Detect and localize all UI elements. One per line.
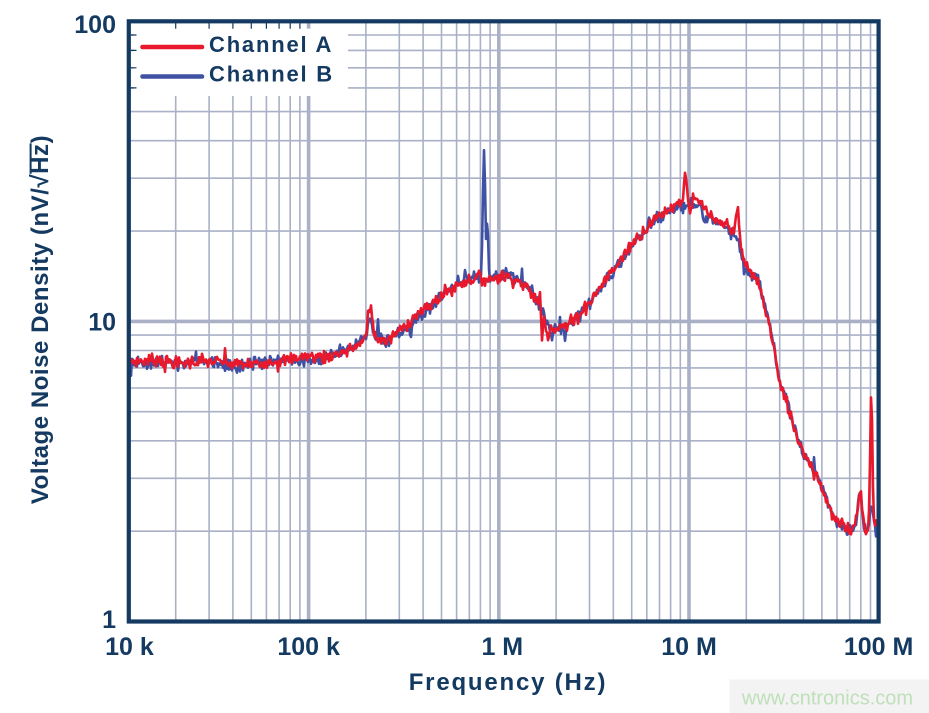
svg-text:100 k: 100 k [277,633,340,661]
svg-text:100 M: 100 M [844,633,913,661]
svg-text:www.cntronics.com: www.cntronics.com [741,688,913,710]
svg-text:1 M: 1 M [481,633,523,661]
svg-text:Channel A: Channel A [209,32,333,57]
svg-text:100: 100 [74,11,116,39]
svg-text:1: 1 [102,606,116,634]
svg-text:Frequency (Hz): Frequency (Hz) [409,669,608,696]
svg-text:Voltage Noise Density (nV/√Hz): Voltage Noise Density (nV/√Hz) [27,135,54,504]
svg-text:10 k: 10 k [105,633,154,661]
svg-text:10: 10 [88,309,116,337]
svg-text:Channel B: Channel B [209,62,334,87]
svg-text:10 M: 10 M [661,633,717,661]
